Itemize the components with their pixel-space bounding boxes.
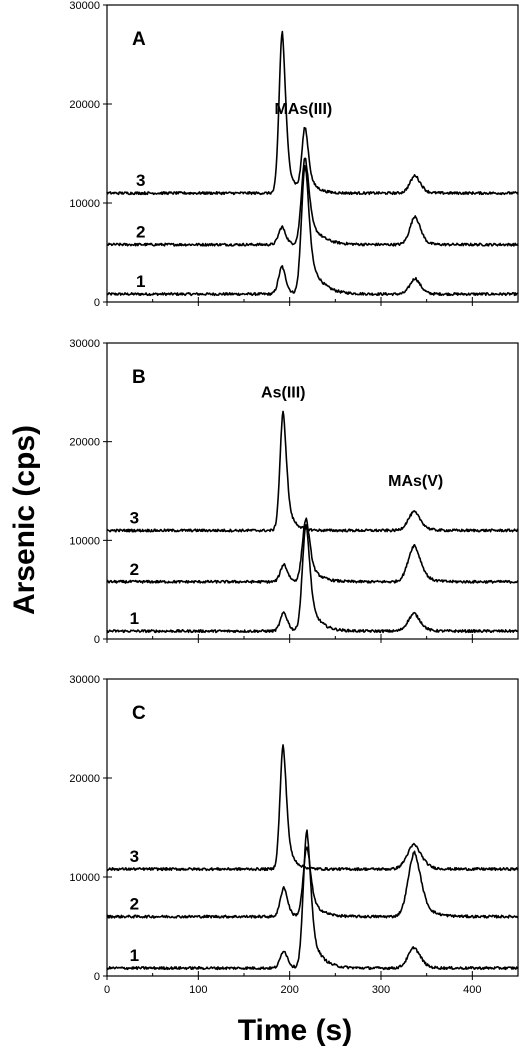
trace-label-1: 1	[136, 272, 145, 291]
x-tick-label: 300	[372, 984, 390, 996]
trace-label-2: 2	[130, 895, 139, 914]
x-axis-title: Time (s)	[238, 1014, 352, 1047]
panel-c: 0 10000 20000 30000 0 100 200 300 400 C 1 2 3	[69, 674, 519, 996]
y-tick-label: 10000	[69, 198, 100, 210]
trace-1	[106, 524, 519, 634]
peak-annotation: MAs(III)	[274, 101, 332, 118]
y-tick-label: 20000	[69, 99, 100, 111]
panel-letter: C	[132, 703, 146, 724]
trace-2	[106, 517, 519, 584]
panel-letter: A	[132, 29, 146, 50]
y-tick-label: 10000	[69, 535, 100, 547]
y-tick-label: 0	[94, 297, 100, 309]
y-axis-title: Arsenic (cps)	[8, 425, 41, 615]
trace-label-1: 1	[130, 946, 139, 965]
x-tick-label: 0	[104, 984, 110, 996]
y-tick-label: 10000	[69, 872, 100, 884]
y-tick-label: 20000	[69, 773, 100, 785]
y-tick-label: 0	[94, 971, 100, 983]
x-tick-label: 400	[463, 984, 481, 996]
panel-b: 0 10000 20000 30000 B 1 2 3 As(III) MAs(V)	[69, 338, 519, 646]
peak-annotation: As(III)	[261, 384, 305, 401]
y-tick-label: 20000	[69, 437, 100, 449]
trace-label-2: 2	[130, 560, 139, 579]
plot-frame	[106, 342, 519, 640]
plot-frame	[106, 4, 519, 303]
trace-1	[106, 164, 519, 297]
peak-annotation: MAs(V)	[388, 473, 443, 490]
y-tick-label: 30000	[69, 338, 100, 350]
plot-frame	[106, 678, 519, 977]
y-tick-label: 0	[94, 634, 100, 646]
trace-3	[106, 410, 519, 533]
trace-3	[106, 744, 519, 872]
y-tick-label: 30000	[69, 0, 100, 12]
panel-a: 0 10000 20000 30000 A 1 2 3 MAs(III)	[69, 0, 519, 309]
x-tick-label: 200	[280, 984, 298, 996]
panels: 0100002000030000A123MAs(III)010000200003…	[69, 0, 519, 996]
trace-3	[106, 30, 519, 196]
trace-label-2: 2	[136, 223, 145, 242]
trace-1	[106, 829, 519, 971]
trace-label-1: 1	[130, 609, 139, 628]
y-tick-label: 30000	[69, 674, 100, 686]
trace-2	[106, 846, 519, 919]
panel-letter: B	[132, 367, 146, 388]
trace-2	[106, 157, 519, 247]
trace-label-3: 3	[130, 508, 139, 527]
trace-label-3: 3	[130, 847, 139, 866]
x-tick-label: 100	[189, 984, 207, 996]
trace-label-3: 3	[136, 171, 145, 190]
